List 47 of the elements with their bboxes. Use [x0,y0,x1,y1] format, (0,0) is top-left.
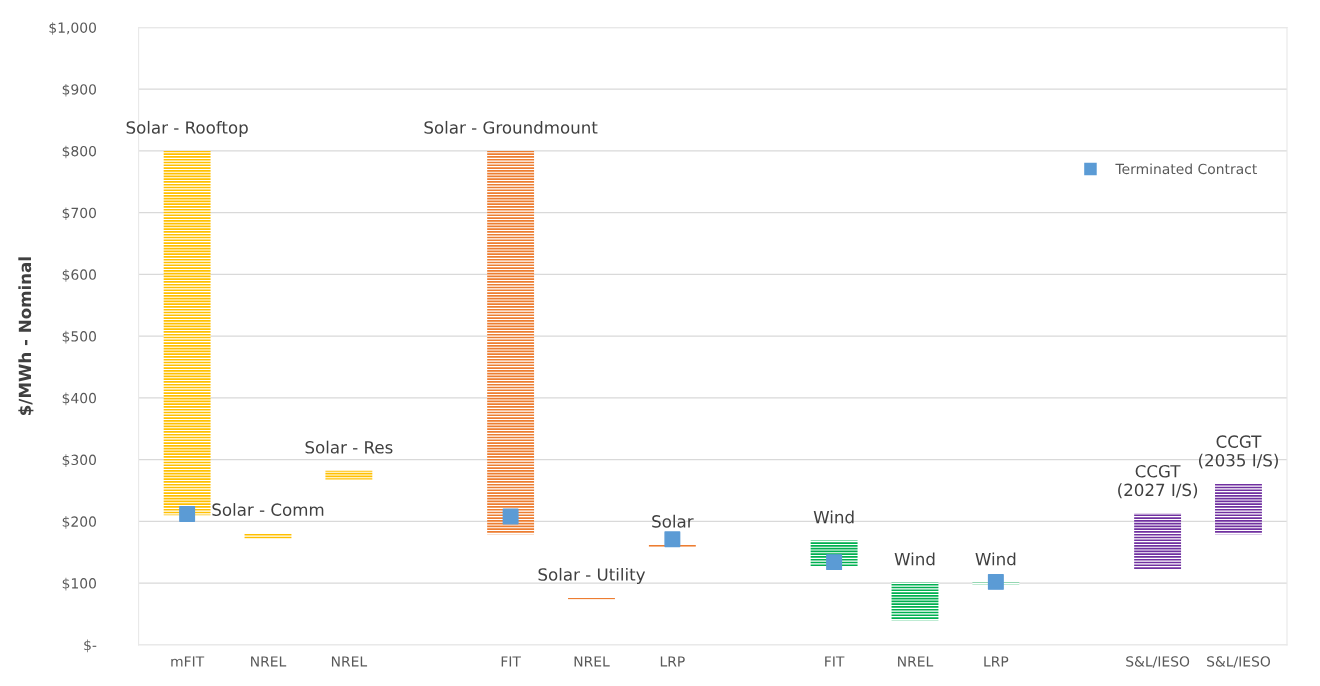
bar [1215,483,1262,535]
bar [891,582,939,621]
x-tick-label: NREL [574,656,610,667]
annotation: CCGT (2035 I/S) [1198,435,1278,469]
bar [163,150,211,516]
legend-label: Terminated Contract [1115,163,1257,175]
y-tick-label: $- [84,639,97,653]
y-tick-label: $800 [62,145,97,159]
y-tick-label: $600 [62,269,97,282]
x-tick-label: NREL [251,656,287,667]
point [502,508,519,525]
y-tick-label: $1,000 [49,22,97,35]
point [826,554,843,571]
annotation: Wind [975,552,1016,566]
annotation: Solar - Comm [212,503,324,516]
y-tick-label: $300 [62,454,97,467]
bar [325,470,373,480]
y-tick-label: $400 [62,392,97,406]
annotation: Solar - Utility [538,567,646,585]
y-tick-label: $700 [62,207,97,220]
y-tick-label: $200 [62,516,97,529]
x-tick-label: NREL [331,656,368,667]
x-tick-label: NREL [898,656,934,667]
x-tick-label: S&L/IESO [1207,656,1271,668]
bar [1134,513,1182,569]
x-tick-label: FIT [501,656,521,667]
annotation: Wind [813,510,854,524]
x-tick-label: S&L/IESO [1126,656,1190,668]
annotation: Wind [894,552,935,566]
annotation: Solar - Res [305,440,393,454]
point [987,573,1004,590]
annotation: Solar - Rooftop [126,120,248,138]
annotation: CCGT (2027 I/S) [1118,464,1198,499]
point [179,505,196,522]
y-tick-label: $100 [62,577,97,591]
annotation: Solar - Groundmount [424,120,598,134]
x-tick-label: FIT [825,656,845,667]
bar [487,150,535,535]
x-tick-label: LRP [660,656,685,667]
annotation: Solar [652,514,694,528]
point [664,531,681,548]
y-tick-label: $500 [62,330,97,344]
x-tick-label: mFIT [171,656,205,667]
x-tick-label: LRP [984,656,1009,667]
y-tick-label: $900 [62,83,97,97]
y-axis-title: $/MWh - Nominal [18,257,34,416]
bar [244,533,292,539]
